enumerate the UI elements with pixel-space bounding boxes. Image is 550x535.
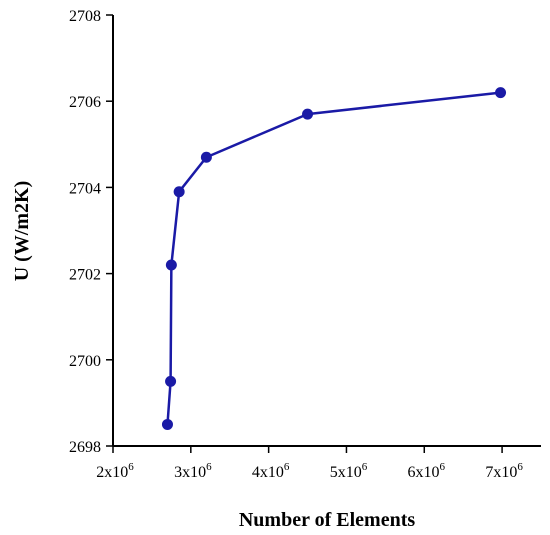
x-tick-label: 5x106: [330, 461, 368, 481]
x-tick-label-base: 2x10: [96, 464, 128, 481]
y-tick-label: 2706: [69, 94, 101, 111]
data-point: [302, 108, 314, 120]
y-tick-label: 2700: [69, 353, 101, 370]
x-tick-label-exponent: 6: [128, 461, 134, 473]
x-tick-label: 3x106: [174, 461, 212, 481]
plot-area: [112, 15, 541, 447]
data-point: [161, 418, 173, 430]
x-axis-ticks: 2x106 3x106 4x106 5x106 6x106 7x106: [96, 446, 523, 481]
y-tick-label: 2698: [69, 439, 101, 456]
y-tick-label: 2704: [69, 180, 101, 197]
data-point: [495, 87, 507, 99]
x-tick-label: 4x106: [252, 461, 290, 481]
series-layer: [161, 87, 507, 430]
data-point: [165, 259, 177, 271]
data-point: [173, 186, 185, 198]
x-tick-label-base: 5x10: [330, 464, 362, 481]
series-line: [166, 91, 501, 425]
y-tick-label: 2702: [69, 267, 101, 284]
data-point: [200, 151, 212, 163]
x-tick-label-exponent: 6: [440, 461, 446, 473]
x-tick-label-exponent: 6: [284, 461, 290, 473]
x-tick-label-exponent: 6: [517, 461, 523, 473]
x-tick-label: 2x106: [96, 461, 134, 481]
x-tick-label-base: 6x10: [408, 464, 440, 481]
x-tick-label: 6x106: [408, 461, 446, 481]
x-tick-label-base: 7x10: [485, 464, 517, 481]
x-tick-label-base: 3x10: [174, 464, 206, 481]
x-tick-label-exponent: 6: [206, 461, 212, 473]
y-axis-title: U (W/m2K): [11, 181, 33, 282]
y-axis-ticks: 2698 2700 2702 2704 2706 2708: [69, 8, 113, 456]
data-point: [165, 375, 177, 387]
x-tick-label-exponent: 6: [362, 461, 368, 473]
x-tick-label-base: 4x10: [252, 464, 284, 481]
y-tick-label: 2708: [69, 8, 101, 25]
x-tick-label: 7x106: [485, 461, 523, 481]
x-axis-title: Number of Elements: [239, 509, 415, 531]
